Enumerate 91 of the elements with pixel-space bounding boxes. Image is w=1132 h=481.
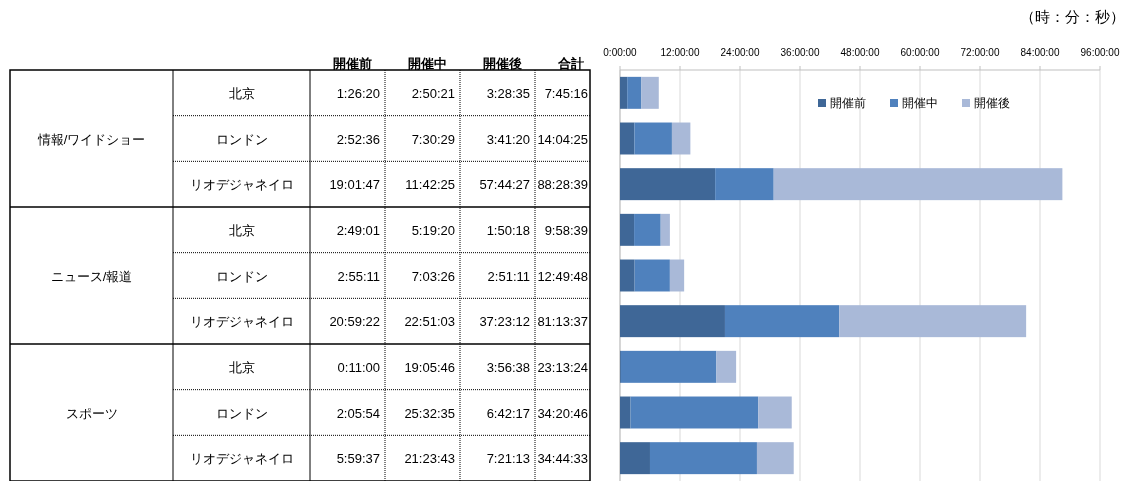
x2-tick-label: 48:00:00 [840,47,880,58]
data-label: 57:44:27 [479,177,530,193]
y-tick-label: ロンドン [215,405,268,421]
total-label: 7:45:16 [544,85,588,101]
data-label: 5:59:37 [336,451,380,467]
y-tick-label: 北京 [228,222,255,238]
y-tick-label: リオデジャネイロ [189,314,294,330]
data-label: 20:59:22 [329,314,380,330]
bar [756,442,794,475]
bar [620,213,635,246]
bar [627,76,642,109]
bar [620,122,635,155]
bar [839,305,1027,338]
y-tick-label: リオデジャネイロ [189,177,294,193]
bar [620,442,650,475]
data-label: 2:49:01 [336,222,380,238]
bar [724,305,840,338]
legend-label: 開催前 [830,96,866,110]
data-label: 2:05:54 [336,405,380,421]
x2-tick-label: 36:00:00 [780,47,820,58]
data-label: 2:52:36 [336,131,380,147]
data-label: 19:01:47 [329,177,380,193]
bar [773,168,1063,201]
bar [620,76,628,109]
bar [716,350,737,383]
total-label: 34:44:33 [537,451,588,467]
legend-label: 開催中 [902,96,938,110]
data-label: 3:56:38 [486,359,530,375]
bar [634,259,670,292]
bar [634,122,672,155]
bar [620,350,717,383]
data-label: 6:42:17 [486,405,530,421]
bar [620,259,635,292]
bar [649,442,757,475]
total-label: 14:04:25 [537,131,588,147]
bar [758,396,792,429]
data-label: 2:51:11 [487,268,530,284]
bar [641,76,659,109]
bar [660,213,670,246]
text: スポーツ [65,405,118,421]
data-label: 1:26:20 [336,85,380,101]
data-label: 25:32:35 [404,405,455,421]
data-label: 2:55:11 [337,268,380,284]
total-label: 88:28:39 [537,177,588,193]
total-label: 23:13:24 [537,359,588,375]
total-label: 12:49:48 [537,268,588,284]
y-tick-label: 北京 [228,85,255,101]
data-label: 3:28:35 [486,85,530,101]
legend-label: 開催後 [974,96,1010,110]
x2-tick-label: 60:00:00 [900,47,940,58]
bar [669,259,685,292]
y-tick-label: リオデジャネイロ [189,451,294,467]
y-tick-label: 北京 [228,359,255,375]
text: 情報/ワイドショー [36,131,146,147]
data-label: 2:50:21 [411,85,455,101]
text: 合計 [556,56,584,71]
data-label: 5:19:20 [411,222,455,238]
text: 開催後 [483,56,522,71]
x2-tick-label: 84:00:00 [1020,47,1060,58]
bar [630,396,759,429]
total-label: 9:58:39 [544,222,588,238]
bar [634,213,661,246]
data-label: 37:23:12 [479,314,530,330]
x2-tick-label: 72:00:00 [960,47,1000,58]
data-label: 3:41:20 [486,131,530,147]
bar [620,305,725,338]
total-label: 81:13:37 [537,314,588,330]
data-label: 0:11:00 [337,359,380,375]
y-tick-label: ロンドン [215,268,268,284]
text: 開催中 [408,56,447,71]
bar [671,122,691,155]
bar [620,168,716,201]
data-label: 21:23:43 [404,451,455,467]
text: ニュース/報道 [50,268,133,284]
x2-tick-label: 96:00:00 [1080,47,1120,58]
data-label: 11:42:25 [405,177,455,193]
bar [715,168,774,201]
bar [620,396,631,429]
text: 開催前 [333,56,372,71]
text: （時：分：秒） [1020,8,1125,25]
data-label: 7:30:29 [411,131,455,147]
x2-tick-label: 24:00:00 [720,47,760,58]
y-tick-label: ロンドン [215,131,268,147]
x2-tick-label: 12:00:00 [660,47,700,58]
x2-tick-label: 0:00:00 [603,47,638,58]
data-label: 7:21:13 [486,451,530,467]
data-label: 1:50:18 [486,222,530,238]
data-label: 22:51:03 [404,314,455,330]
total-label: 34:20:46 [537,405,588,421]
data-label: 19:05:46 [404,359,455,375]
data-label: 7:03:26 [411,268,455,284]
